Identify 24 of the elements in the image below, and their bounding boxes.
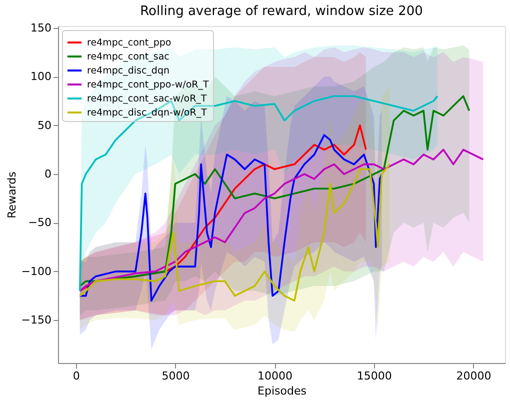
y-tick-label: −50 bbox=[28, 216, 52, 230]
legend-label: re4mpc_disc_dqn bbox=[87, 66, 170, 76]
x-tick-label: 10000 bbox=[258, 370, 293, 382]
legend-label: re4mpc_disc_dqn-w/oR_T bbox=[87, 108, 208, 118]
x-tick-label: 0 bbox=[72, 370, 80, 382]
line-series bbox=[78, 134, 383, 302]
chart-title: Rolling average of reward, window size 200 bbox=[140, 4, 423, 19]
y-tick-label: 50 bbox=[38, 118, 52, 132]
y-tick-label: 150 bbox=[30, 21, 52, 34]
y-tick-label: −150 bbox=[21, 314, 52, 327]
x-axis-title: Episodes bbox=[258, 384, 307, 398]
legend-label: re4mpc_cont_ppo bbox=[87, 38, 172, 48]
y-tick-label: −100 bbox=[21, 264, 52, 278]
line-series bbox=[78, 148, 484, 292]
legend-label: re4mpc_cont_ppo-w/oR_T bbox=[87, 80, 209, 90]
line-series bbox=[78, 163, 391, 302]
legend-label: re4mpc_cont_sac-w/oR_T bbox=[87, 94, 207, 104]
y-tick-label: 0 bbox=[44, 168, 52, 181]
y-axis-title: Rewards bbox=[5, 171, 18, 218]
x-tick-label: 20000 bbox=[456, 370, 492, 382]
x-tick-label: 5000 bbox=[162, 370, 190, 382]
y-tick-label: 100 bbox=[30, 70, 52, 84]
x-tick-label: 15000 bbox=[356, 370, 392, 382]
legend-label: re4mpc_cont_sac bbox=[87, 52, 170, 62]
